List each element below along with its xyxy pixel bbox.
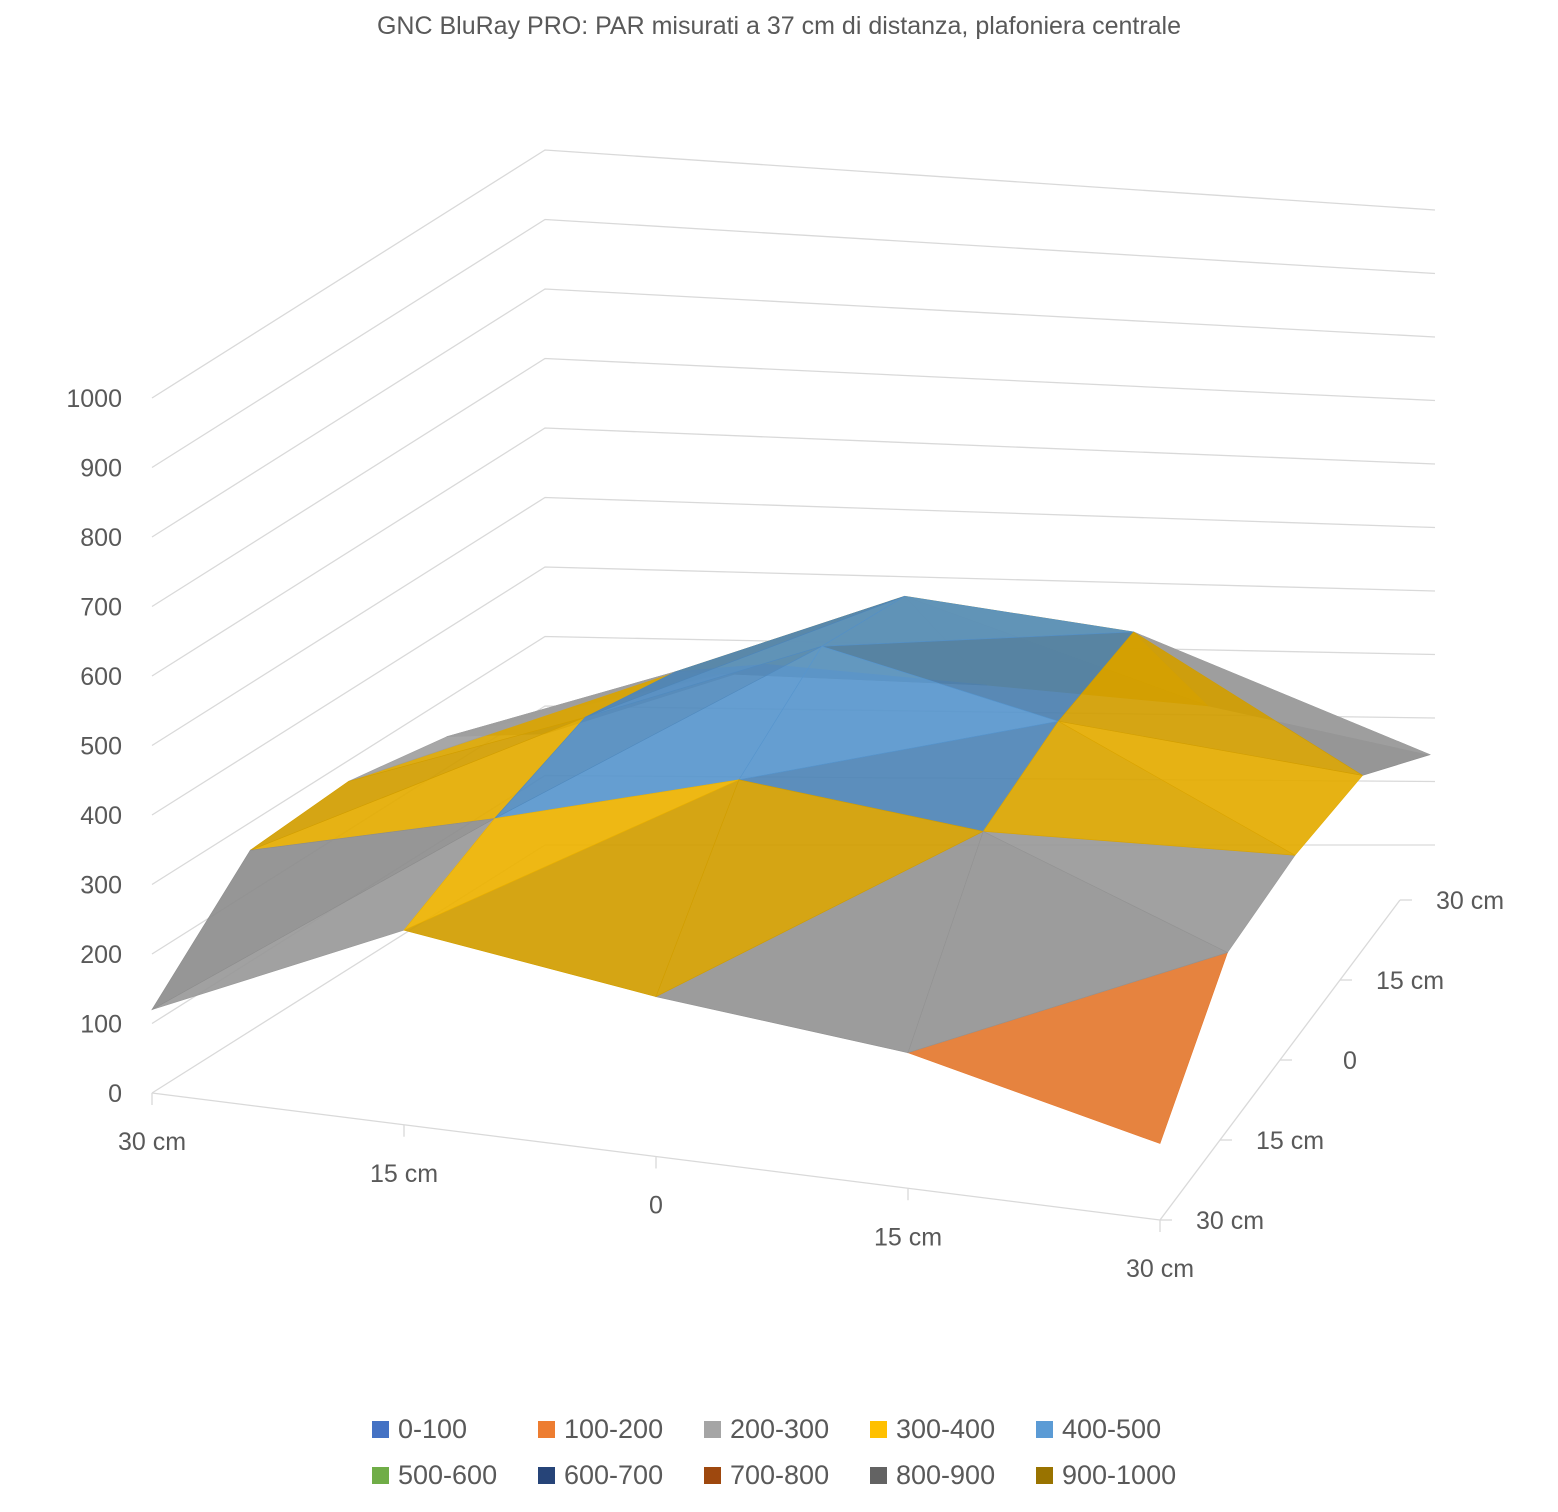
legend: 0-100 100-200 200-300 300-400 400-500 500-600…: [372, 1412, 1232, 1492]
surface-plot: 0 100 200 300 400 500 600 700 800 900 1000 30 cm 15 …: [66, 149, 1504, 1283]
surface-patch: [494, 646, 822, 819]
surface-patch: [584, 595, 905, 718]
z-tick-label: 200: [80, 941, 122, 969]
x-tick-label: 30 cm: [118, 1128, 186, 1156]
legend-swatch: [538, 1466, 555, 1484]
legend-item: 400-500: [1036, 1412, 1202, 1446]
z-tick-label: 100: [80, 1011, 122, 1039]
surface-patch: [151, 818, 495, 1011]
surface-patch: [655, 779, 985, 998]
legend-item: 900-1000: [1036, 1458, 1202, 1492]
surface-patch: [348, 671, 676, 782]
legend-label: 800-900: [896, 1459, 996, 1490]
surface-patch: [1057, 631, 1363, 776]
legend-label: 200-300: [730, 1413, 830, 1444]
z-tick-label: 900: [80, 455, 122, 483]
surface: [151, 595, 1431, 1144]
y-tick-label: 15 cm: [1256, 1127, 1324, 1155]
legend-label: 700-800: [730, 1459, 830, 1490]
surface-patch: [982, 720, 1296, 856]
surface-patch: [907, 830, 1229, 1054]
legend-label: 600-700: [564, 1459, 664, 1490]
legend-swatch: [1036, 1420, 1053, 1438]
z-tick-label: 500: [80, 733, 122, 761]
legend-item: 0-100: [372, 1412, 538, 1446]
surface-patch: [250, 717, 586, 851]
legend-item: 200-300: [704, 1412, 870, 1446]
gridline: [151, 357, 1436, 608]
legend-label: 0-100: [398, 1413, 468, 1444]
legend-swatch: [870, 1420, 887, 1438]
y-tick-label: 30 cm: [1436, 887, 1504, 915]
z-tick-label: 0: [108, 1080, 122, 1108]
gridline: [151, 218, 1436, 469]
legend-item: 800-900: [870, 1458, 1036, 1492]
y-tick-label: 15 cm: [1376, 967, 1444, 995]
legend-label: 300-400: [896, 1413, 996, 1444]
legend-item: 700-800: [704, 1458, 870, 1492]
z-tick-label: 1000: [66, 385, 122, 413]
legend-label: 900-1000: [1062, 1459, 1177, 1490]
x-tick-label: 0: [649, 1192, 663, 1220]
legend-swatch: [372, 1420, 389, 1438]
gridline: [151, 496, 1436, 747]
gridline: [151, 149, 1436, 399]
legend-item: 300-400: [870, 1412, 1036, 1446]
z-tick-label: 400: [80, 802, 122, 830]
surface-patch: [821, 595, 1134, 647]
gridline: [151, 566, 1436, 816]
z-tick-label: 600: [80, 663, 122, 691]
z-tick-label: 700: [80, 594, 122, 622]
y-tick-label: 30 cm: [1196, 1207, 1264, 1235]
surface-patch: [403, 779, 739, 931]
legend-label: 400-500: [1062, 1413, 1162, 1444]
legend-swatch: [372, 1466, 389, 1484]
chart-title: GNC BluRay PRO: PAR misurati a 37 cm di …: [376, 12, 1182, 40]
legend-swatch: [538, 1420, 555, 1438]
z-tick-label: 300: [80, 872, 122, 900]
y-tick-label: 0: [1343, 1047, 1357, 1075]
legend-item: 600-700: [538, 1458, 704, 1492]
legend-swatch: [1036, 1466, 1053, 1484]
surface-patch: [738, 645, 1059, 781]
x-tick-label: 30 cm: [1126, 1255, 1194, 1283]
legend-item: 500-600: [372, 1458, 538, 1492]
gridline: [151, 427, 1436, 677]
legend-swatch: [704, 1420, 721, 1438]
legend-label: 100-200: [564, 1413, 664, 1444]
x-tick-label: 15 cm: [874, 1223, 942, 1251]
legend-item: 100-200: [538, 1412, 704, 1446]
legend-label: 500-600: [398, 1459, 498, 1490]
legend-swatch: [870, 1466, 887, 1484]
legend-swatch: [704, 1466, 721, 1484]
axes: 0 100 200 300 400 500 600 700 800 900 1000 30 cm 15 …: [66, 385, 1504, 1283]
x-tick-label: 15 cm: [370, 1160, 438, 1188]
gridline: [151, 288, 1436, 538]
z-tick-label: 800: [80, 524, 122, 552]
